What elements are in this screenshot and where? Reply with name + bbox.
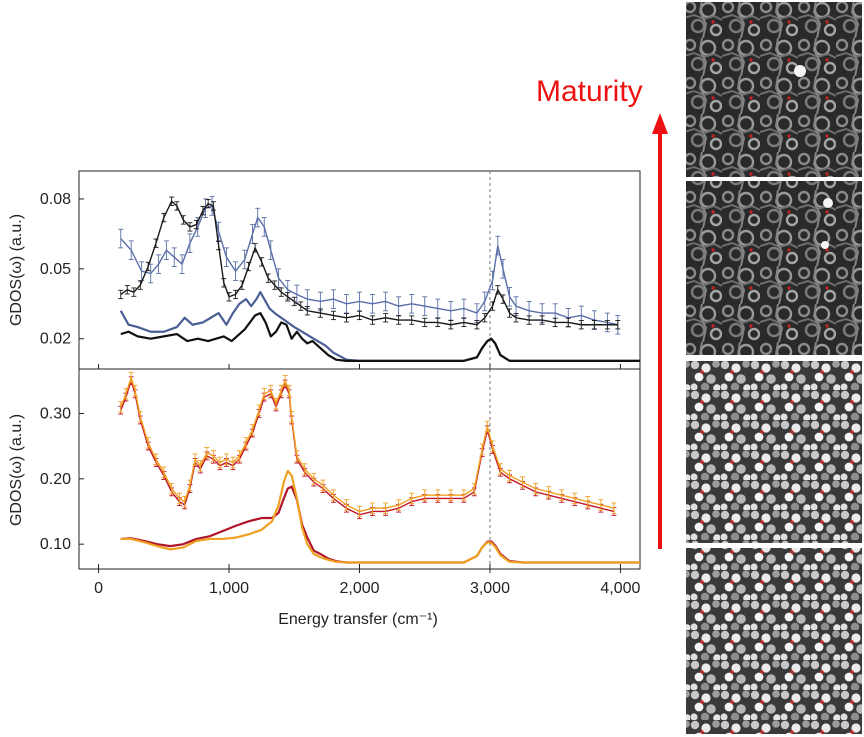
- y-tick-label: 0.05: [40, 261, 71, 278]
- kerogen-structure-least-mature-image: [686, 548, 862, 734]
- maturity-arrow-head: [652, 113, 668, 134]
- pore-highlight: [794, 65, 806, 77]
- panel-bottom-plot: [118, 369, 640, 569]
- bottom-panel-frame: [78, 368, 641, 570]
- y-tick-label: 0.02: [40, 331, 71, 348]
- experiment-series-line: [120, 200, 618, 326]
- kerogen-structure-most-mature-image: [686, 2, 862, 177]
- pore-highlight: [821, 241, 829, 249]
- top-panel-frame: [78, 170, 641, 370]
- experiment-series-line: [120, 375, 615, 513]
- panel-top-plot: [118, 171, 640, 369]
- y-axis-label-bottom: GDOS(ω) (a.u.): [8, 414, 25, 526]
- kerogen-structure-mature-image: [686, 181, 862, 355]
- simulation-series-line: [120, 469, 640, 564]
- experiment-series-line: [120, 205, 618, 326]
- y-tick-label: 0.20: [40, 471, 71, 488]
- tick-layer: 0.02 0.05 0.08 0.10 0.20 0.30 0 1,000 2,000 3,000…: [40, 191, 641, 597]
- kerogen-structure-less-mature-image: [686, 361, 862, 543]
- x-tick-label: 0: [94, 580, 103, 597]
- simulation-series-line: [120, 311, 640, 362]
- pore-highlight: [823, 198, 833, 208]
- plot-layer: [118, 171, 640, 569]
- maturity-label: Maturity: [536, 75, 643, 108]
- y-axis-label-top: GDOS(ω) (a.u.): [8, 214, 25, 326]
- experiment-series-line: [120, 378, 615, 516]
- x-tick-label: 1,000: [209, 580, 249, 597]
- x-tick-label: 2,000: [339, 580, 379, 597]
- y-tick-label: 0.08: [40, 191, 71, 208]
- y-tick-label: 0.30: [40, 405, 71, 422]
- y-tick-label: 0.10: [40, 536, 71, 553]
- x-axis-label: Energy transfer (cm⁻¹): [278, 611, 438, 628]
- x-tick-label: 4,000: [600, 580, 640, 597]
- x-tick-label: 3,000: [470, 580, 510, 597]
